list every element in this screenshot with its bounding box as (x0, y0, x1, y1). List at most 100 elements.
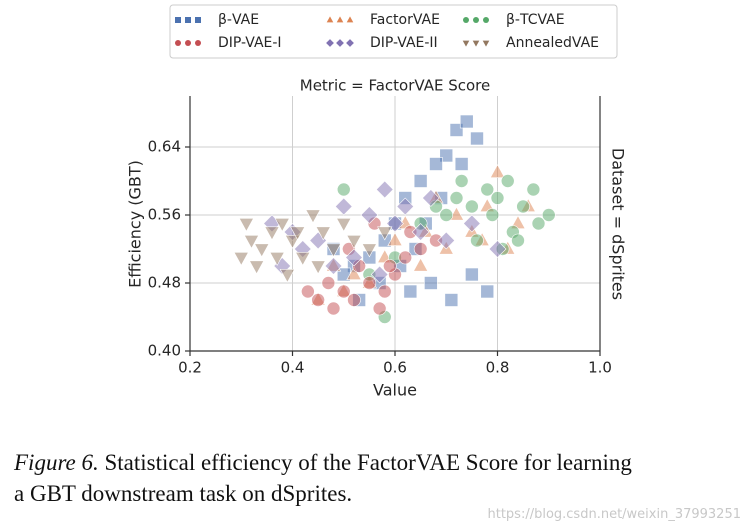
point (459, 114, 474, 129)
point (387, 232, 403, 246)
point (439, 208, 454, 222)
caption-line: Figure 6. Statistical efficiency of the … (14, 447, 744, 478)
point (248, 260, 265, 275)
point (465, 199, 479, 214)
point (360, 206, 379, 224)
x-tick-label: 0.6 (383, 359, 407, 377)
caption-line: a GBT downstream task on dSprites. (14, 481, 353, 506)
legend-label: DIP-VAE-I (218, 35, 282, 51)
legend-marker (175, 17, 181, 23)
legend-marker (483, 17, 489, 23)
legend-marker (185, 17, 191, 23)
point (377, 226, 393, 241)
caption: Figure 6. Statistical efficiency of the … (14, 447, 744, 509)
legend-label: β-TCVAE (506, 12, 565, 28)
point (412, 257, 429, 272)
point (311, 293, 325, 307)
point (324, 257, 343, 275)
point (269, 252, 285, 266)
point (485, 208, 500, 222)
legend-marker (473, 17, 479, 23)
point (274, 218, 290, 232)
point (490, 191, 505, 205)
point (305, 209, 321, 224)
legend-marker (346, 39, 354, 47)
y-tick-label: 0.64 (148, 138, 181, 156)
point (526, 182, 541, 197)
point (449, 123, 464, 137)
legend-label: AnnealedVAE (506, 35, 599, 51)
point (411, 223, 430, 241)
point (465, 267, 479, 282)
x-tick-label: 0.8 (486, 359, 510, 377)
caption-text: Statistical efficiency of the FactorVAE … (104, 450, 632, 475)
point (370, 265, 389, 284)
facet-label: Dataset = dSprites (609, 148, 628, 300)
point (398, 250, 413, 265)
point (396, 197, 415, 216)
x-tick-label: 1.0 (588, 359, 612, 377)
point (336, 284, 351, 299)
point (511, 233, 525, 248)
legend-marker (326, 16, 334, 23)
point (480, 182, 495, 197)
point (326, 301, 341, 316)
point (254, 243, 270, 258)
legend-marker (346, 16, 354, 23)
point (463, 214, 481, 233)
legend-marker (472, 40, 480, 47)
point (375, 180, 394, 199)
point (429, 157, 443, 171)
legend-marker (195, 40, 201, 46)
point (444, 293, 459, 307)
y-tick-label: 0.40 (148, 342, 181, 360)
x-axis-label: Value (373, 381, 417, 400)
point (424, 276, 438, 290)
point (279, 268, 296, 283)
point (361, 243, 378, 258)
point (310, 260, 326, 275)
x-tick-label: 0.4 (281, 359, 305, 377)
point (315, 226, 331, 241)
watermark: https://blog.csdn.net/weixin_37993251 (487, 507, 741, 522)
point (336, 182, 351, 197)
legend-marker (462, 40, 470, 47)
point (295, 252, 311, 266)
point (500, 174, 515, 188)
point (437, 231, 456, 250)
legend-marker (326, 39, 334, 47)
point (377, 284, 392, 299)
point (488, 240, 507, 258)
point (386, 214, 404, 233)
legend-label: β-VAE (218, 12, 259, 28)
legend-label: FactorVAE (370, 12, 440, 28)
point (345, 248, 363, 267)
legend-marker (175, 40, 181, 46)
point (347, 293, 361, 307)
point (243, 235, 260, 249)
x-tick-label: 0.2 (178, 359, 202, 377)
chart: Metric = FactorVAE Score Efficiency (GBT… (126, 4, 628, 400)
legend-marker (336, 39, 344, 47)
point (289, 226, 306, 241)
point (403, 284, 418, 299)
point (470, 233, 484, 248)
point (449, 191, 464, 205)
point (454, 174, 469, 188)
legend-marker (185, 40, 191, 46)
point (372, 301, 387, 316)
y-tick-label: 0.56 (148, 206, 181, 224)
point (346, 235, 362, 249)
point (346, 266, 362, 281)
point (422, 189, 440, 207)
point (448, 206, 465, 221)
legend-box (169, 4, 618, 59)
legend-label: DIP-VAE-II (370, 35, 438, 51)
point (334, 197, 353, 216)
point (413, 174, 428, 188)
legend-marker (463, 17, 469, 23)
point (454, 157, 469, 171)
point (383, 259, 397, 273)
legend-marker (336, 16, 344, 23)
